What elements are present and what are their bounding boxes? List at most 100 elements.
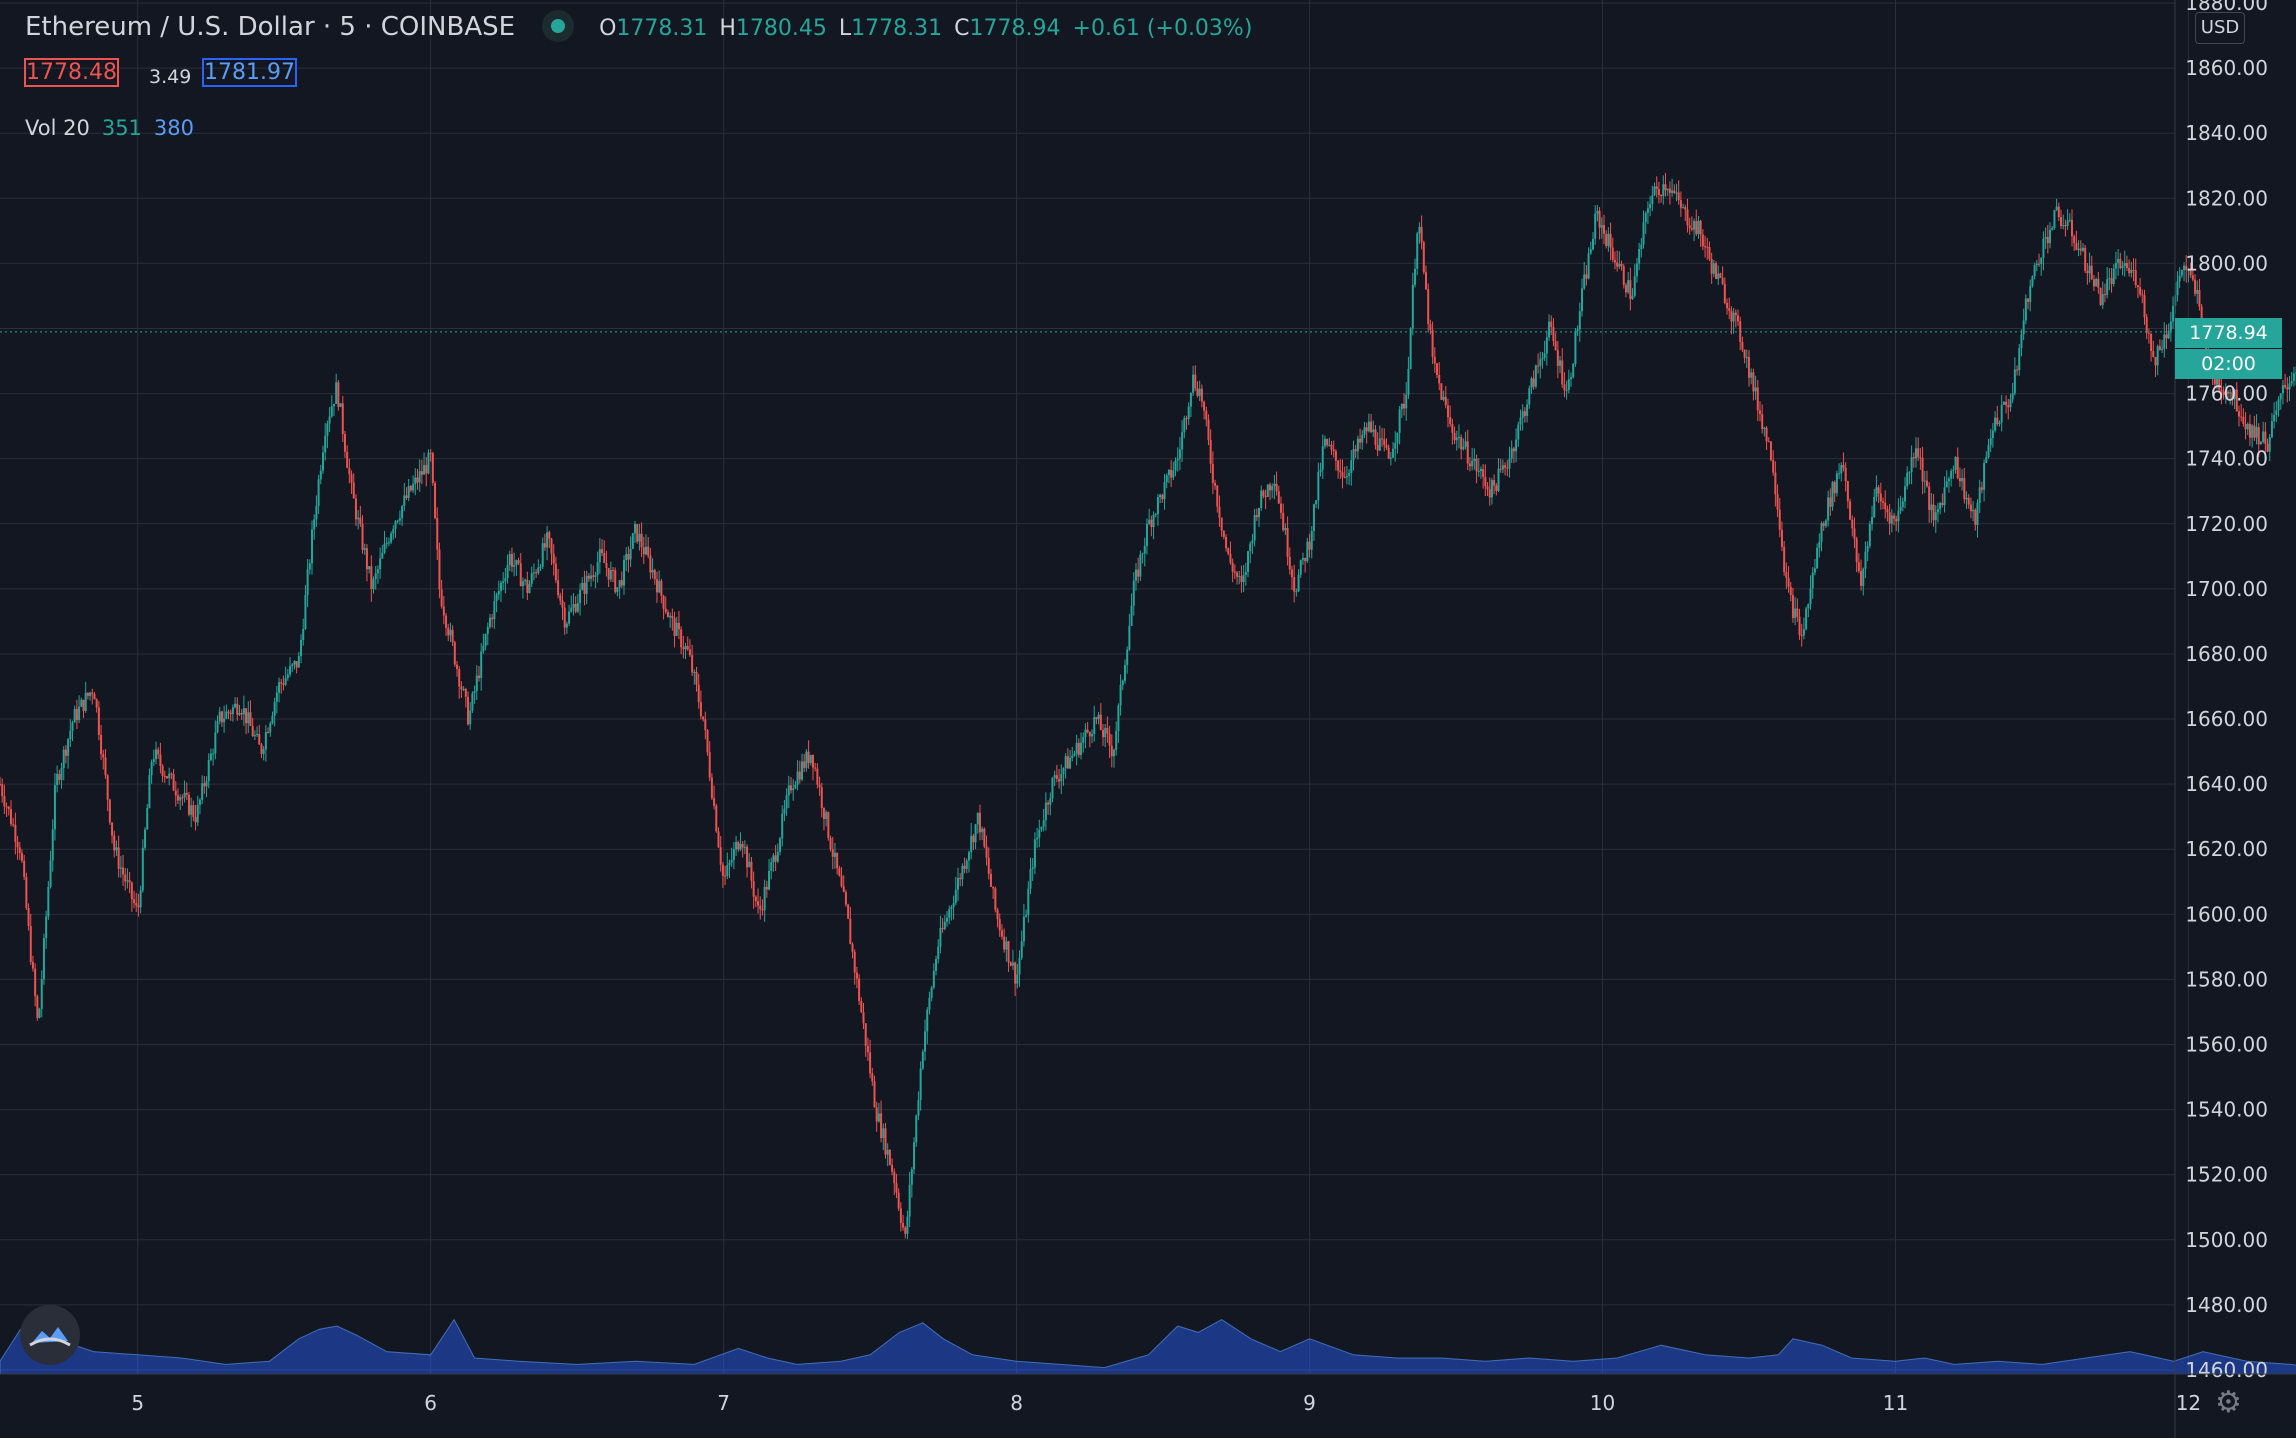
candle-body [1576,329,1579,332]
candle-body [1020,941,1023,958]
candle-body [71,722,74,731]
candle-body [794,784,797,789]
candle-body [1438,374,1441,384]
candle-body [1130,605,1133,626]
candle-body [477,675,480,679]
candle-body [1530,378,1533,389]
gear-icon[interactable]: ⚙ [2215,1385,2242,1420]
candle-body [449,629,452,636]
candle-body [1642,222,1645,245]
candle-body [1003,936,1006,950]
candle-body [2062,225,2065,227]
candle-body [394,521,397,529]
candle-body [1919,457,1922,459]
candle-body [2147,332,2150,334]
candle-body [2281,385,2284,394]
candle-body [1165,475,1168,483]
candle-body [1172,470,1175,478]
candle-body [829,837,832,850]
candle-body [803,761,806,768]
candle-body [438,549,441,590]
candle-body [1409,328,1412,369]
candle-body [1596,210,1599,214]
candle-body [1813,568,1816,573]
price-axis[interactable]: 1460.00 1480.00 1500.00 1520.00 1540.00 1560.… [2174,0,2268,1438]
candle-body [1031,867,1034,870]
candle-body [886,1149,889,1155]
candle-body [706,730,709,753]
candle-body [1091,734,1094,737]
candle-body [1205,410,1208,420]
candle-body [209,753,212,761]
candle-body [1723,283,1726,303]
candle-body [506,565,509,579]
candle-body [1042,820,1045,827]
candle-body [1842,465,1845,468]
time-axis[interactable]: 5 6 7 8 9 10 11 12 [0,1373,2296,1415]
candle-body [2200,306,2203,329]
candle-body [1167,469,1170,476]
candle-body [1348,472,1351,476]
candle-body [42,937,45,980]
candle-body [170,773,173,775]
candle-body [418,471,421,483]
candle-body [1416,233,1419,269]
candle-body [655,579,658,593]
candle-body [1741,341,1744,350]
candle-body [1923,480,1926,482]
candle-body [1778,509,1781,530]
tradingview-cloud-icon[interactable] [20,1305,80,1365]
candle-body [728,862,731,866]
currency-button[interactable]: USD [2195,12,2245,44]
candle-body [2123,263,2126,267]
candle-body [383,543,386,553]
candle-body [86,692,89,696]
candle-body [662,595,665,609]
candle-body [1950,470,1953,479]
candle-body [1139,554,1142,577]
candle-body [653,569,656,580]
candle-body [1323,438,1326,447]
candle-body [873,1081,876,1108]
candle-body [1752,372,1755,392]
candle-body [1486,486,1489,490]
candle-body [2064,225,2067,227]
candle-body [574,603,577,612]
candle-body [1712,263,1715,274]
candle-body [499,582,502,592]
candle-body [875,1107,878,1122]
candle-body [1974,509,1977,525]
candle-body [139,890,142,908]
candle-body [950,906,953,910]
candle-body [765,886,768,890]
candle-body [743,846,746,848]
candle-body [1747,357,1750,378]
candle-body [1897,510,1900,522]
buy-button[interactable]: 1781.97 [202,58,297,87]
candle-body [783,808,786,814]
candle-body [1864,551,1867,569]
candle-body [831,849,834,857]
sell-button[interactable]: 1778.48 [24,58,119,87]
candle-body [1334,451,1337,461]
candle-body [1425,272,1428,290]
candle-body [1730,310,1733,322]
candle-body [642,547,645,555]
candle-body [585,575,588,594]
candle-body [1282,512,1285,531]
candle-body [2251,425,2254,438]
candle-body [1099,714,1102,730]
candle-body [416,477,419,483]
candle-body [2244,423,2247,430]
candle-body [1264,496,1267,498]
candle-body [1978,487,1981,503]
candle-body [735,842,738,850]
candle-body [561,600,564,608]
candle-body [1374,429,1377,445]
candle-body [122,867,125,875]
candle-body [1308,541,1311,550]
candle-body [1657,189,1660,195]
candle-body [644,546,647,555]
candle-body [335,382,338,404]
